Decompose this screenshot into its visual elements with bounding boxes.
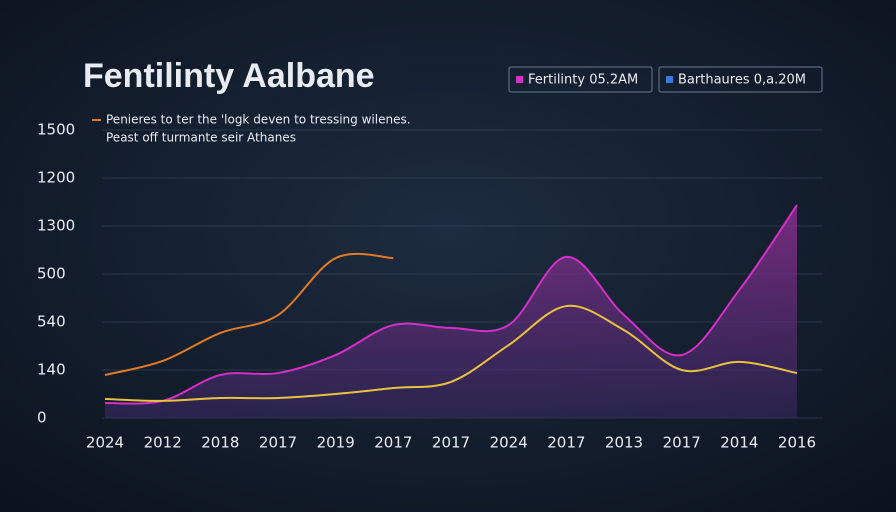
line	[104, 204, 798, 405]
legend-swatch	[516, 76, 523, 83]
x-tick-label: 2013	[605, 434, 643, 452]
chart-title: Fentilinty Aalbane	[83, 57, 375, 95]
x-tick-label: 2014	[720, 434, 758, 452]
y-tick-label: 0	[37, 409, 47, 427]
x-tick-label: 2018	[201, 434, 239, 452]
annotation: Penieres to ter the 'logk deven to tress…	[106, 113, 411, 127]
x-tick-label: 2017	[432, 434, 470, 452]
x-tick-label: 2017	[663, 434, 701, 452]
x-tick-label: 2024	[86, 434, 124, 452]
line	[104, 304, 798, 402]
x-tick-label: 2017	[374, 434, 412, 452]
legend-box	[508, 66, 653, 93]
x-tick-label: 2017	[259, 434, 297, 452]
legend-box	[658, 66, 823, 93]
legend-label: Barthaures 0,a.20M	[678, 73, 806, 88]
y-tick-label: 540	[37, 313, 66, 331]
y-tick-label: 1500	[37, 121, 75, 139]
line	[104, 252, 394, 376]
y-tick-label: 1300	[37, 217, 75, 235]
legend-swatch	[666, 76, 673, 83]
y-tick-label: 140	[37, 361, 66, 379]
x-tick-label: 2016	[778, 434, 816, 452]
y-tick-label: 500	[37, 265, 66, 283]
x-tick-label: 2012	[144, 434, 182, 452]
x-tick-label: 2017	[547, 434, 585, 452]
subtitle: Peast off turmante seir Athanes	[106, 131, 296, 145]
x-tick-label: 2024	[490, 434, 528, 452]
area	[105, 205, 797, 418]
legend-label: Fertilinty 05.2AM	[528, 73, 638, 88]
y-tick-label: 1200	[37, 169, 75, 187]
x-tick-label: 2019	[317, 434, 355, 452]
